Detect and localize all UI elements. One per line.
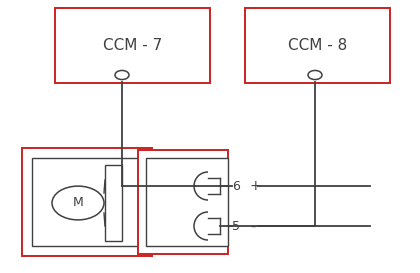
Text: -: - <box>250 218 255 233</box>
Bar <box>55 8 210 83</box>
Bar <box>245 8 390 83</box>
Text: CCM - 7: CCM - 7 <box>103 38 162 53</box>
Text: 5: 5 <box>232 219 240 233</box>
Text: 6: 6 <box>232 180 240 192</box>
Bar <box>146 158 228 246</box>
Circle shape <box>52 186 104 220</box>
Text: CCM - 8: CCM - 8 <box>288 38 347 53</box>
Text: M: M <box>73 197 84 209</box>
Text: +: + <box>250 179 262 193</box>
Bar <box>138 150 228 254</box>
Bar <box>22 148 152 256</box>
Bar <box>32 158 142 246</box>
Bar <box>105 165 122 241</box>
Circle shape <box>115 70 129 79</box>
Circle shape <box>308 70 322 79</box>
